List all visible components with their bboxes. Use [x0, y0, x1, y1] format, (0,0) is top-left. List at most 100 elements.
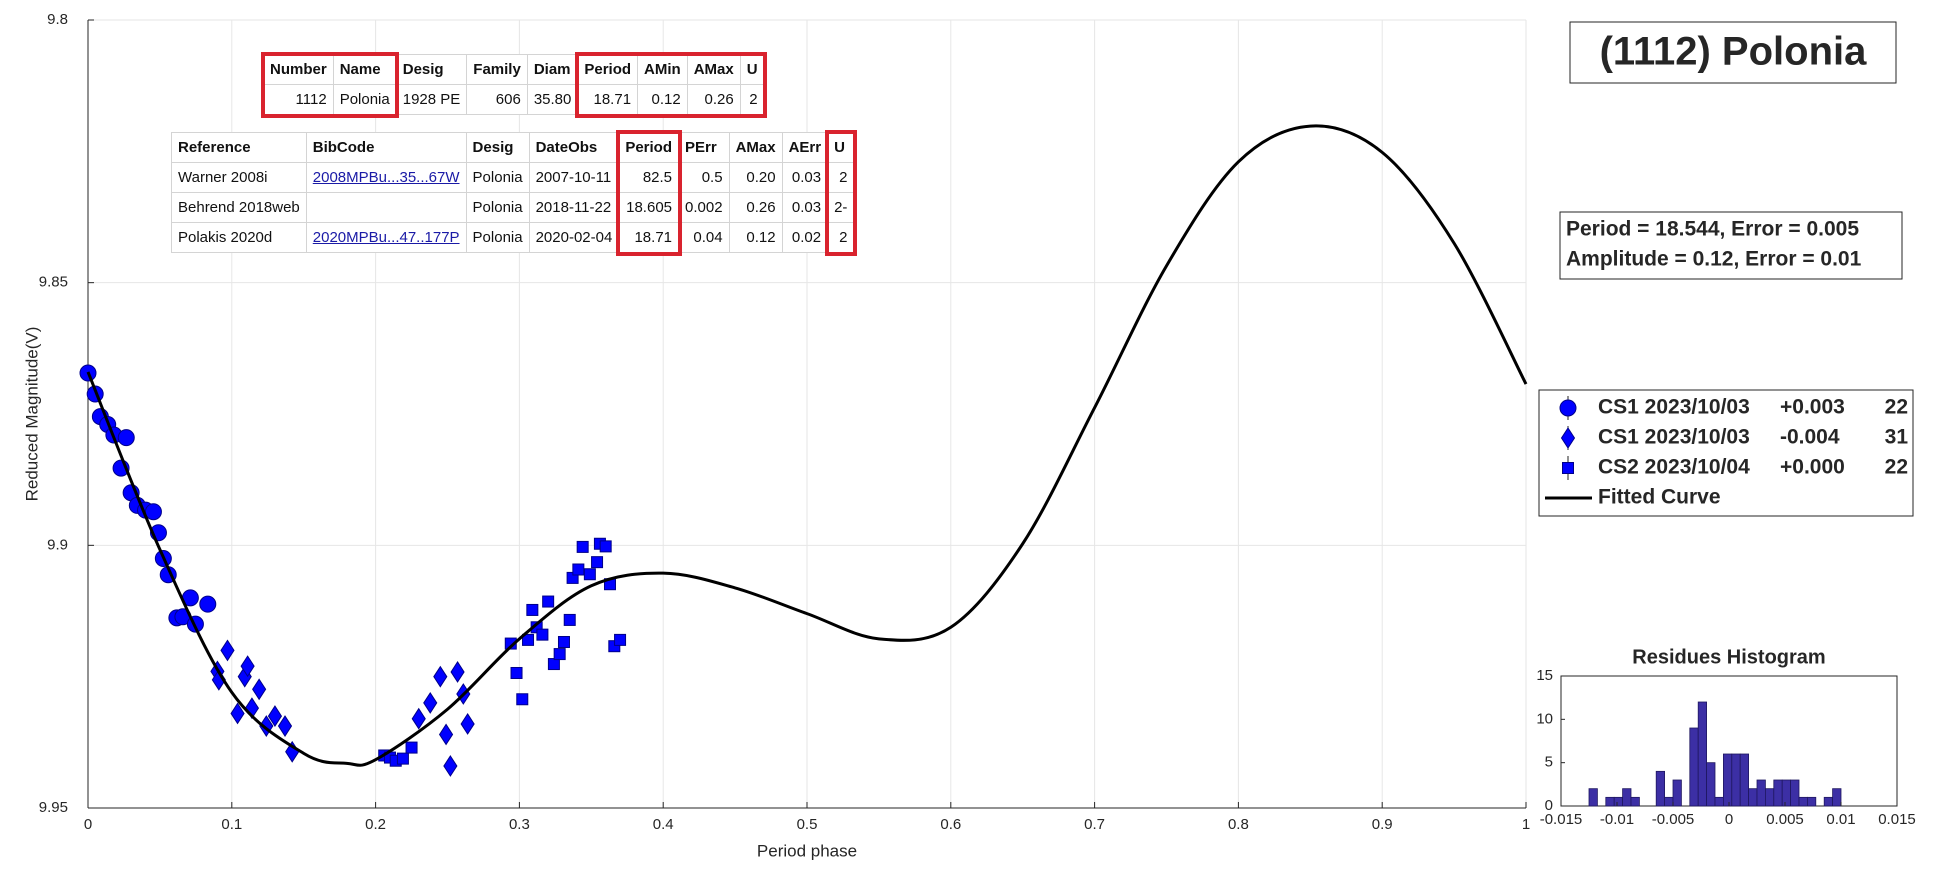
- histogram-bar: [1714, 796, 1724, 807]
- data-point: [443, 755, 458, 777]
- column-header: BibCode: [305, 132, 467, 163]
- data-point: [553, 648, 566, 661]
- histogram-bar: [1807, 796, 1817, 807]
- fitted-curve: [86, 124, 1528, 767]
- table-row: Polakis 2020d 2020MPBu...47..177P Polonia 2…: [171, 222, 855, 253]
- table-cell: Polonia: [332, 84, 397, 115]
- table-cell: [305, 192, 467, 223]
- legend-label: Fitted Curve: [1598, 486, 1721, 509]
- histogram-bar: [1605, 796, 1615, 807]
- x-tick-label: 0.5: [797, 816, 818, 833]
- table-cell: 2: [739, 84, 765, 115]
- table-row: Warner 2008i 2008MPBu...35...67W Polonia 20…: [171, 162, 855, 193]
- data-point: [572, 563, 585, 576]
- bibcode-link[interactable]: 2008MPBu...35...67W: [312, 169, 460, 186]
- histogram-bar: [1630, 796, 1640, 807]
- column-header: Number: [263, 54, 334, 85]
- column-header: AMin: [637, 54, 688, 85]
- legend-offset: +0.000: [1780, 456, 1845, 479]
- table-cell: Polakis 2020d: [171, 222, 307, 253]
- data-point: [536, 628, 549, 641]
- data-point: [599, 540, 612, 553]
- table-cell: Polonia: [465, 162, 530, 193]
- histogram-bar: [1622, 788, 1632, 807]
- annotation: Amplitude = 0.12, Error = 0.01: [1566, 248, 1862, 271]
- y-tick-label: 9.85: [39, 274, 68, 291]
- table-cell: 0.03: [781, 192, 829, 223]
- chart-title: (1112) Polonia: [1600, 30, 1868, 74]
- data-point: [252, 678, 267, 701]
- table-cell: 1112: [263, 84, 334, 115]
- bibcode-link[interactable]: 2020MPBu...47..177P: [312, 229, 460, 246]
- legend-offset: +0.003: [1780, 396, 1845, 419]
- y-tick-label: 10: [1536, 710, 1553, 727]
- table-cell: 0.26: [686, 84, 741, 115]
- histogram-bar: [1798, 796, 1808, 807]
- table-cell: 2008MPBu...35...67W: [305, 162, 467, 193]
- histogram-bar: [1773, 779, 1783, 807]
- x-tick-label: 0: [84, 816, 92, 833]
- data-point: [144, 503, 162, 521]
- histogram-bar: [1588, 788, 1598, 807]
- column-header: Period: [618, 132, 680, 163]
- x-tick-label: 0.8: [1228, 816, 1249, 833]
- x-tick-label: 0.015: [1878, 811, 1916, 828]
- table-cell: 82.5: [618, 162, 680, 193]
- table-row: Behrend 2018web Polonia 2018-11-22 18.605 0.…: [171, 192, 855, 223]
- table-cell: 0.04: [678, 222, 730, 253]
- y-tick-label: 9.95: [39, 799, 68, 816]
- table-cell: 2: [827, 162, 855, 193]
- histogram-bar: [1748, 788, 1758, 807]
- table-cell: 0.03: [781, 162, 829, 193]
- x-tick-label: 0.4: [653, 816, 674, 833]
- data-table: Number Name Desig Family Diam Period AMin AMax U…: [263, 54, 765, 115]
- table-cell: 2: [827, 222, 855, 253]
- data-point: [405, 741, 418, 754]
- data-point: [526, 603, 539, 616]
- legend-offset: -0.004: [1780, 426, 1840, 449]
- y-tick-label: 15: [1536, 667, 1553, 684]
- histogram-bar: [1823, 796, 1833, 807]
- table-cell: 0.20: [728, 162, 783, 193]
- column-header: Diam: [526, 54, 579, 85]
- x-tick-label: -0.015: [1540, 811, 1583, 828]
- data-point: [438, 723, 454, 746]
- header-row: Number Name Desig Family Diam Period AMin AMax U: [263, 54, 765, 85]
- histogram-bar: [1832, 788, 1842, 807]
- column-header: DateObs: [528, 132, 620, 163]
- column-header: PErr: [678, 132, 730, 163]
- data-point: [411, 707, 426, 730]
- data-point: [240, 655, 255, 678]
- data-point: [230, 702, 245, 725]
- histogram-bar: [1739, 753, 1749, 807]
- legend-count: 22: [1885, 456, 1908, 479]
- histogram-bar: [1706, 762, 1716, 807]
- x-tick-label: 0.9: [1372, 816, 1393, 833]
- table-cell: 0.12: [637, 84, 688, 115]
- data-point: [450, 661, 465, 683]
- data-point: [460, 713, 475, 735]
- table-cell: 18.71: [577, 84, 639, 115]
- table-cell: 2007-10-11: [528, 162, 620, 193]
- legend-marker: [1559, 399, 1577, 417]
- x-tick-label: 0.3: [509, 816, 530, 833]
- data-point: [396, 752, 409, 765]
- data-point: [199, 595, 217, 613]
- data-point: [542, 595, 555, 608]
- histogram-bar: [1723, 753, 1733, 807]
- histogram-bar: [1781, 779, 1791, 807]
- data-point: [267, 705, 283, 727]
- column-header: Desig: [395, 54, 468, 85]
- data-point: [277, 715, 293, 737]
- y-tick-label: 0: [1545, 797, 1553, 814]
- data-point: [244, 697, 260, 720]
- legend-marker: [1562, 462, 1574, 474]
- data-point: [576, 540, 589, 553]
- table-cell: 0.26: [728, 192, 783, 223]
- data-point: [591, 556, 604, 569]
- data-point: [117, 429, 135, 447]
- y-axis-label: Reduced Magnitude(V): [22, 327, 41, 502]
- x-tick-label: 0.1: [221, 816, 242, 833]
